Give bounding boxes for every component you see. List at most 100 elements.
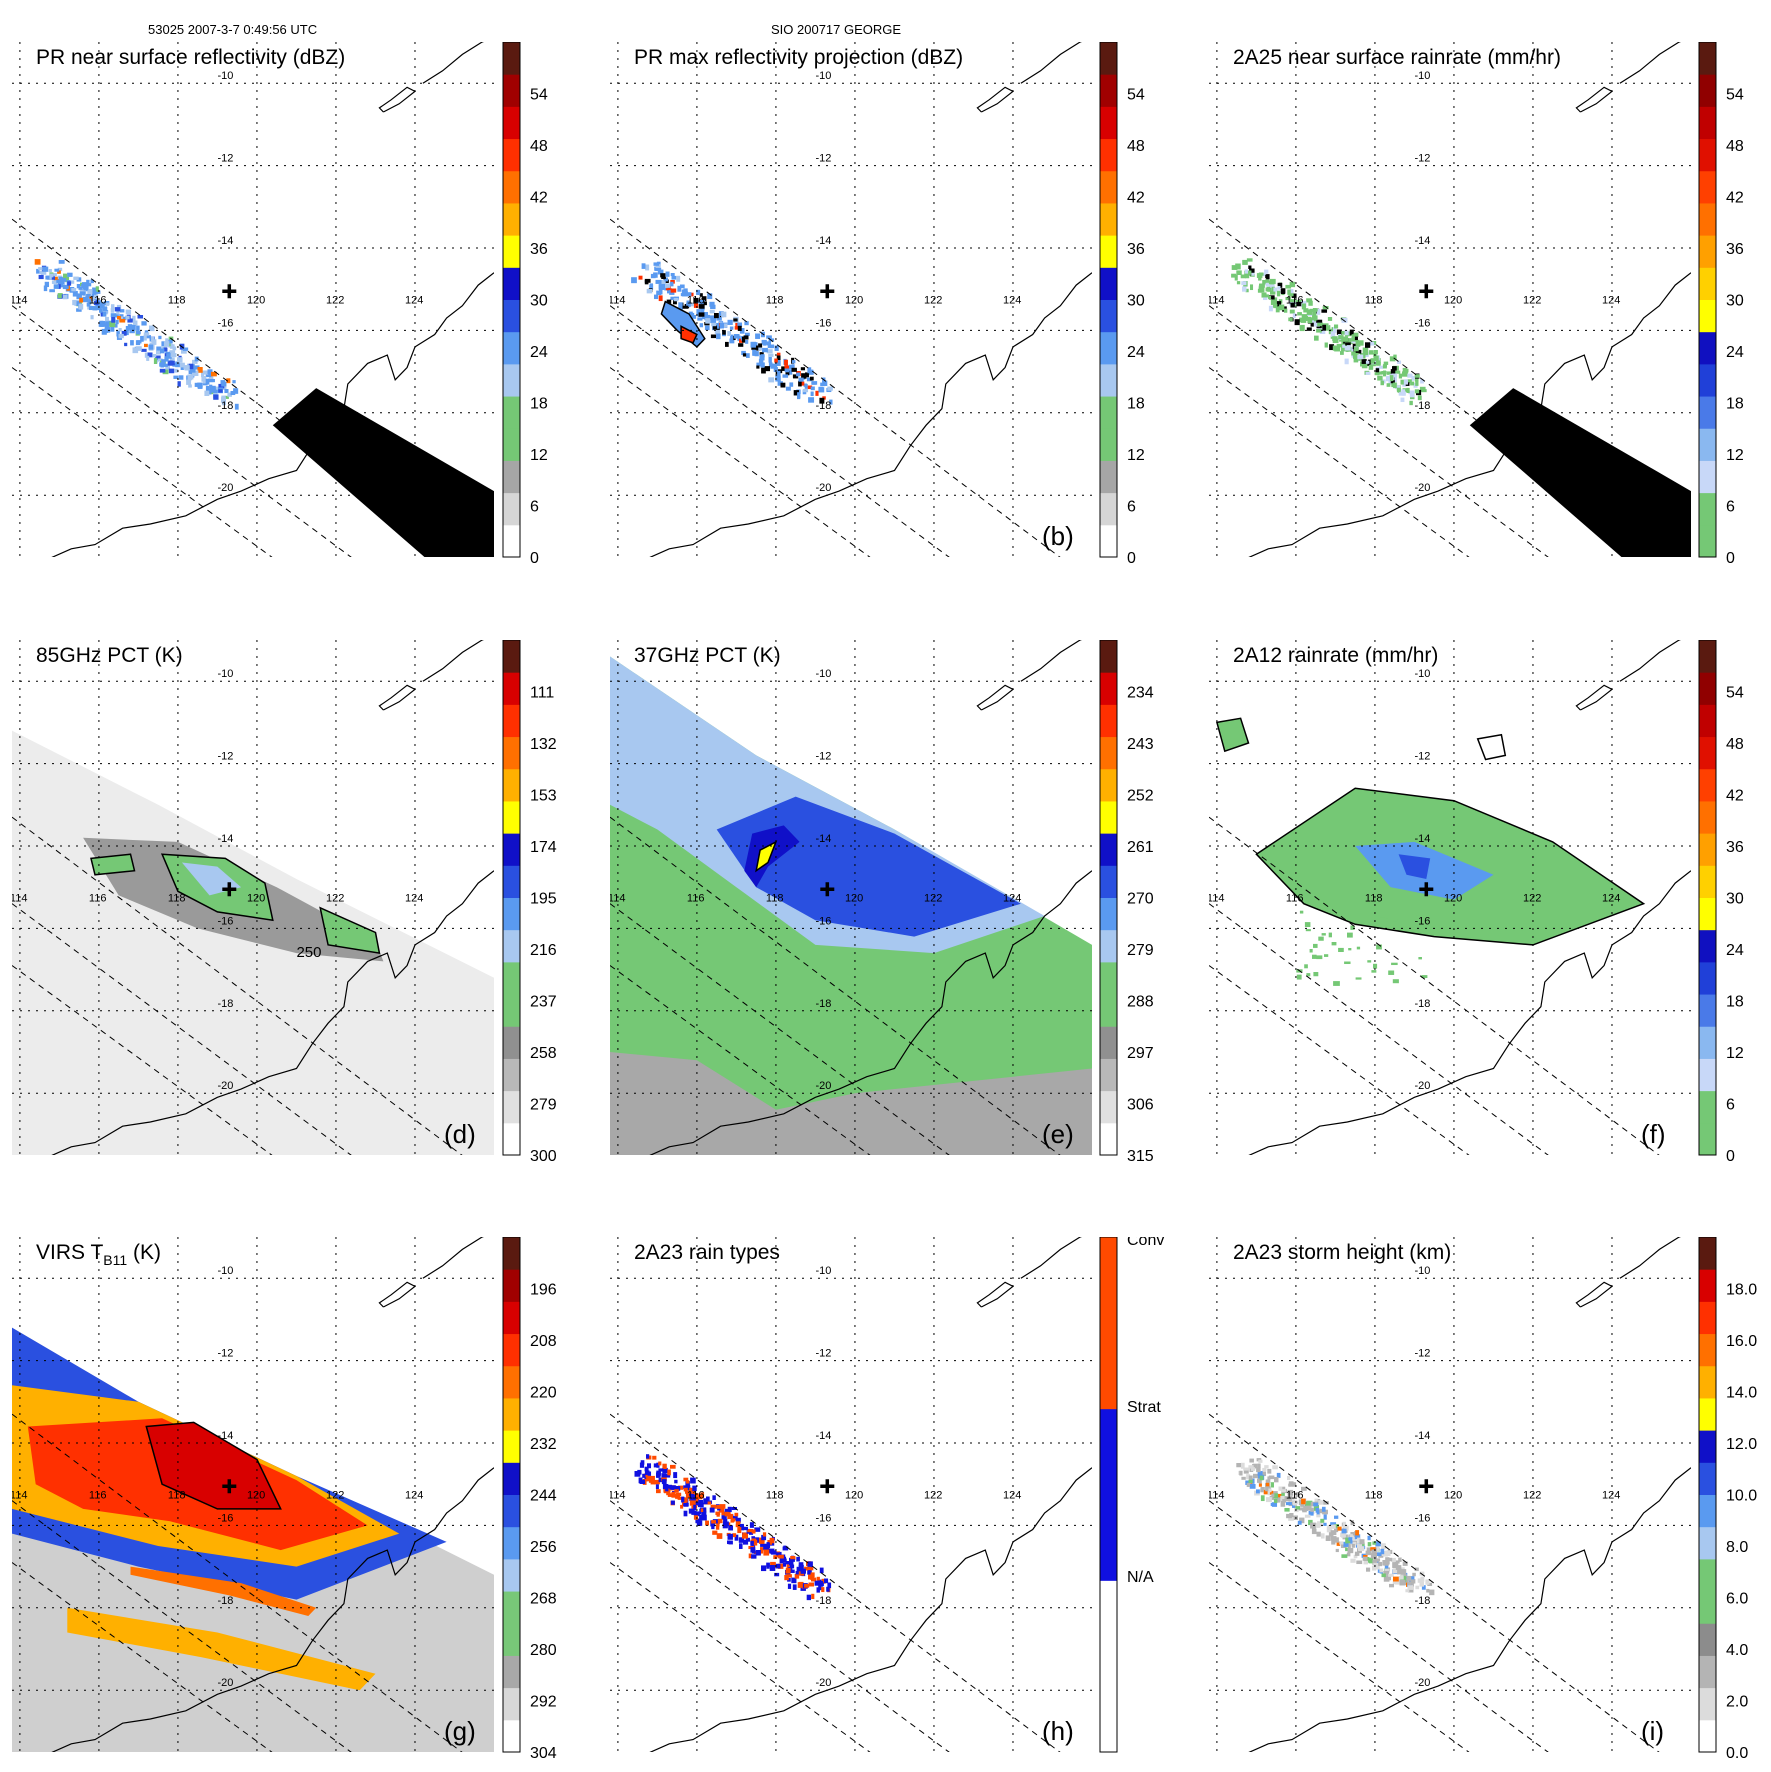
- echo-pixel: [768, 353, 774, 357]
- longitude-label: 124: [1602, 295, 1620, 307]
- colorbar-segment: [1100, 1408, 1117, 1581]
- echo-pixel: [1383, 1575, 1390, 1582]
- echo-pixel: [1414, 374, 1420, 378]
- longitude-label: 114: [12, 893, 27, 905]
- colorbar-segment: [1699, 833, 1716, 866]
- echo-pixel: [665, 1473, 671, 1478]
- echo-pixel: [705, 318, 711, 324]
- echo-pixel: [796, 372, 801, 377]
- eyewall-peak: [755, 840, 778, 873]
- echo-pixel: [785, 1567, 791, 1574]
- longitude-label: 116: [1286, 893, 1304, 905]
- colorbar-segment: [1699, 524, 1716, 558]
- panel-f: 114 116 118 120 122 124-10-12-14-16-18-202A12…: [1209, 640, 1744, 1165]
- storm-center-marker: [1419, 1479, 1434, 1494]
- echo-pixel: [193, 365, 200, 370]
- echo-pixel: [129, 325, 136, 331]
- echo-pixel: [1265, 279, 1270, 283]
- colorbar-label: 132: [530, 736, 557, 753]
- echo-pixel: [656, 1489, 661, 1494]
- echo-pixel: [160, 348, 165, 354]
- echo-pixel: [1334, 1537, 1339, 1543]
- echo-pixel: [1275, 306, 1280, 313]
- colorbar-segment: [1699, 1301, 1716, 1335]
- echo-pixel: [689, 1499, 696, 1506]
- echo-pixel: [1267, 288, 1271, 292]
- rain-pixel: [1348, 948, 1352, 951]
- echo-pixel: [1270, 284, 1275, 288]
- echo-pixel: [76, 308, 82, 312]
- echo-pixel: [784, 1575, 789, 1581]
- echo-pixel: [213, 389, 218, 394]
- echo-pixel: [789, 382, 794, 387]
- echo-pixel: [1280, 288, 1286, 295]
- echo-pixel: [209, 376, 214, 381]
- echo-pixel: [221, 381, 227, 387]
- colorbar-segment: [1100, 42, 1117, 75]
- echo-pixel: [680, 1504, 684, 1509]
- echo-pixel: [669, 281, 674, 287]
- colorbar-segment: [1699, 1237, 1716, 1270]
- echo-pixel: [1375, 1541, 1381, 1547]
- echo-pixel: [758, 344, 763, 351]
- echo-pixel: [1240, 274, 1247, 279]
- echo-pixel: [1276, 301, 1282, 307]
- colorbar-segment: [1100, 170, 1117, 204]
- echo-pixel: [57, 284, 61, 289]
- longitude-label: 114: [1209, 893, 1224, 905]
- echo-pixel: [1402, 1561, 1408, 1566]
- echo-pixel: [1353, 352, 1359, 359]
- echo-pixel: [207, 369, 213, 375]
- echo-pixel: [187, 374, 193, 381]
- echo-pixel: [670, 288, 677, 293]
- echo-pixel: [1391, 381, 1395, 388]
- echo-pixel: [712, 1530, 718, 1535]
- echo-pixel: [109, 321, 116, 328]
- panel-title: 2A23 storm height (km): [1233, 1241, 1451, 1264]
- panel-d: 250 114 116 118 120 122 124 -10 -12 -14 -16 -18 -20 8…: [12, 640, 557, 1165]
- echo-pixel: [205, 378, 210, 385]
- echo-pixel: [678, 302, 683, 308]
- echo-pixel: [1399, 1579, 1406, 1586]
- echo-pixel: [1358, 1546, 1363, 1551]
- echo-pixel: [653, 272, 658, 278]
- colorbar-segment: [1699, 1333, 1716, 1367]
- echo-pixel: [1323, 1514, 1327, 1520]
- coastline: [51, 640, 494, 1155]
- echo-pixel: [653, 262, 660, 266]
- colorbar-segment: [1699, 704, 1716, 738]
- panel-title: 2A12 rainrate (mm/hr): [1233, 644, 1438, 667]
- echo-pixel: [1285, 297, 1291, 301]
- echo-pixel: [1297, 312, 1302, 316]
- echo-pixel: [805, 372, 809, 378]
- echo-pixel: [1286, 1502, 1292, 1506]
- echo-pixel: [1286, 1513, 1292, 1519]
- echo-pixel: [1297, 1520, 1302, 1525]
- echo-pixel: [163, 347, 168, 352]
- longitude-label: 118: [766, 893, 784, 905]
- colorbar-segment: [503, 460, 520, 494]
- echo-pixel: [824, 1578, 829, 1584]
- echo-pixel: [1239, 1470, 1243, 1476]
- echo-pixel: [1402, 371, 1408, 377]
- colorbar-segment: [503, 1237, 520, 1270]
- echo-pixel: [1368, 341, 1375, 346]
- echo-pixel: [667, 1469, 671, 1476]
- echo-pixel: [197, 382, 203, 388]
- echo-pixel: [1278, 1486, 1283, 1491]
- echo-pixel: [1295, 1492, 1300, 1498]
- echo-pixel: [1414, 389, 1420, 394]
- echo-pixel: [755, 345, 761, 351]
- panel-letter: (d): [444, 1119, 476, 1149]
- echo-pixel: [1409, 400, 1413, 406]
- colorbar-label: 6: [1726, 1097, 1735, 1114]
- echo-pixel: [1421, 389, 1427, 393]
- echo-pixel: [1397, 1568, 1402, 1575]
- colorbar-segment: [1699, 235, 1716, 268]
- echo-pixel: [1379, 365, 1384, 369]
- swath-edge: [610, 1562, 871, 1752]
- colorbar-segment: [1699, 672, 1716, 705]
- echo-pixel: [700, 307, 705, 313]
- echo-pixel: [674, 1479, 678, 1484]
- echo-pixel: [221, 397, 226, 403]
